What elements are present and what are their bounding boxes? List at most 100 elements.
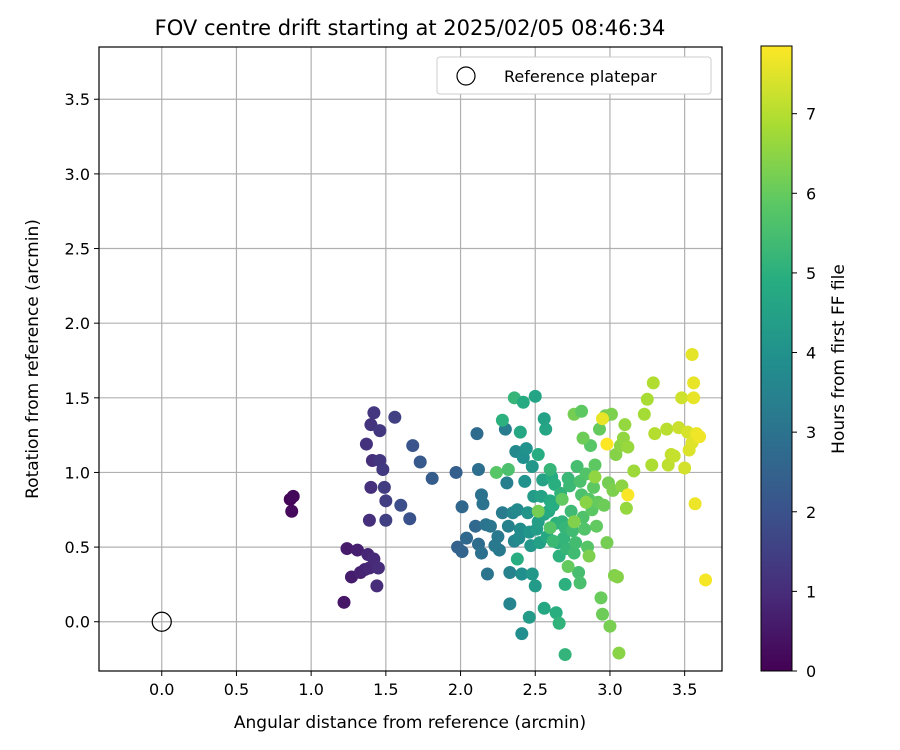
scatter-point [376, 462, 390, 476]
scatter-point [621, 488, 635, 502]
scatter-point [590, 519, 604, 533]
scatter-point [578, 522, 592, 536]
colorbar-tick-label: 2 [806, 503, 816, 522]
scatter-point [521, 506, 535, 520]
scatter-point [558, 648, 572, 662]
scatter-point [600, 536, 614, 550]
scatter-point [592, 422, 606, 436]
scatter-point [367, 406, 381, 420]
scatter-point [371, 561, 385, 575]
scatter-point [646, 376, 660, 390]
scatter-point [377, 480, 391, 494]
colorbar-tick-label: 7 [806, 105, 816, 124]
x-tick-label: 1.0 [298, 680, 323, 699]
scatter-point [595, 412, 609, 426]
legend-marker-reference [456, 66, 476, 86]
scatter-point [557, 531, 571, 545]
x-axis-ticks: 0.0 0.5 1.0 1.5 2.0 2.5 3.0 3.5 [149, 671, 697, 699]
scatter-point [501, 519, 515, 533]
scatter-point [501, 462, 515, 476]
scatter-point [539, 422, 553, 436]
scatter-point [495, 506, 509, 520]
scatter-point [579, 495, 593, 509]
scatter-point [667, 449, 681, 463]
plot-background [99, 47, 722, 671]
colorbar-tick-label: 5 [806, 264, 816, 283]
scatter-point [588, 458, 602, 472]
scatter-point [675, 391, 689, 405]
scatter-point [595, 607, 609, 621]
colorbar-gradient [760, 45, 793, 672]
scatter-point [552, 616, 566, 630]
scatter-point [528, 579, 542, 593]
scatter-point [518, 474, 532, 488]
scatter-point [648, 427, 662, 441]
scatter-point [476, 497, 490, 511]
scatter-point [515, 567, 529, 581]
scatter-point [619, 501, 633, 515]
scatter-point [687, 391, 701, 405]
scatter-point [575, 404, 589, 418]
scatter-point [519, 442, 533, 456]
colorbar-tick-label: 6 [806, 184, 816, 203]
scatter-point [513, 425, 527, 439]
scatter-point [525, 567, 539, 581]
scatter-point [685, 348, 699, 362]
x-tick-label: 3.0 [597, 680, 622, 699]
scatter-point [603, 619, 617, 633]
y-tick-label: 1.0 [65, 463, 90, 482]
scatter-point [503, 565, 517, 579]
scatter-point [474, 546, 488, 560]
scatter-point [483, 519, 497, 533]
scatter-point [555, 492, 569, 506]
scatter-point [618, 418, 632, 432]
scatter-point [678, 461, 692, 475]
scatter-point [688, 497, 702, 511]
scatter-point [468, 519, 482, 533]
scatter-point [537, 412, 551, 426]
scatter-point [455, 500, 469, 514]
scatter-point [640, 392, 654, 406]
y-axis-title: Rotation from reference (arcmin) [23, 219, 43, 499]
scatter-point [563, 479, 577, 493]
scatter-point [660, 422, 674, 436]
scatter-point [699, 573, 713, 587]
scatter-point [379, 513, 393, 527]
scatter-point [528, 389, 542, 403]
scatter-point [449, 465, 463, 479]
scatter-point [362, 513, 376, 527]
y-tick-label: 2.0 [65, 314, 90, 333]
scatter-point [340, 542, 354, 556]
scatter-point [471, 462, 485, 476]
reference-platepar-marker [151, 611, 172, 632]
chart-title: FOV centre drift starting at 2025/02/05 … [155, 16, 666, 40]
scatter-point [522, 610, 536, 624]
points-layer [283, 348, 713, 662]
plot-frame [98, 46, 723, 672]
scatter-point [503, 597, 517, 611]
plot-area [98, 46, 723, 672]
scatter-point [543, 521, 557, 535]
scatter-point [370, 579, 384, 593]
scatter-point [561, 560, 575, 574]
scatter-point [337, 595, 351, 609]
scatter-point [350, 543, 364, 557]
scatter-point [576, 431, 590, 445]
scatter-point [510, 503, 524, 517]
scatter-point [610, 570, 624, 584]
scatter-point [425, 471, 439, 485]
legend-label-reference: Reference platepar [504, 67, 657, 86]
scatter-point [379, 494, 393, 508]
scatter-point [510, 552, 524, 566]
scatter-point [491, 530, 505, 544]
scatter-point [285, 504, 299, 518]
scatter-point [612, 646, 626, 660]
colorbar: 0 1 2 3 4 5 6 7 Hours from first FF file [760, 45, 849, 681]
grid-layer [99, 47, 722, 671]
scatter-point [388, 410, 402, 424]
scatter-point [489, 465, 503, 479]
scatter-point [480, 567, 494, 581]
colorbar-tick-label: 1 [806, 582, 816, 601]
y-tick-label: 3.0 [65, 165, 90, 184]
